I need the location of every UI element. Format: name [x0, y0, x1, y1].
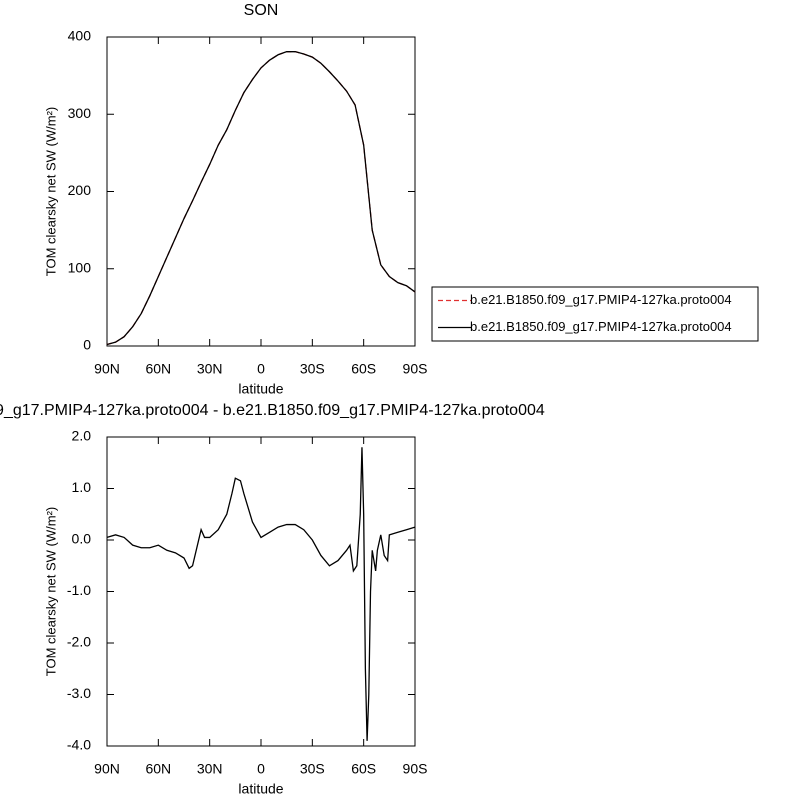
- y-tick-label: 0.0: [72, 531, 92, 547]
- x-axis-label: latitude: [238, 781, 283, 797]
- y-tick-label: -3.0: [67, 685, 91, 701]
- series-line: [106, 51, 416, 346]
- x-tick-label: 0: [257, 761, 265, 777]
- y-tick-label: 2.0: [72, 428, 92, 444]
- y-axis-label: TOM clearsky net SW (W/m²): [43, 507, 58, 676]
- x-tick-label: 90N: [94, 361, 120, 377]
- legend-box: [431, 286, 759, 342]
- x-tick-label: 90S: [403, 361, 428, 377]
- x-tick-label: 90N: [94, 761, 120, 777]
- x-axis-label: latitude: [238, 381, 283, 397]
- x-tick-label: 60N: [145, 761, 171, 777]
- legend-label: b.e21.B1850.f09_g17.PMIP4-127ka.proto004: [470, 319, 732, 334]
- chart-title: .f09_g17.PMIP4-127ka.proto004 - b.e21.B1…: [0, 402, 545, 419]
- x-tick-label: 60S: [351, 361, 376, 377]
- x-tick-label: 60N: [145, 361, 171, 377]
- x-tick-label: 90S: [403, 761, 428, 777]
- y-tick-label: 0: [83, 337, 91, 353]
- x-tick-label: 0: [257, 361, 265, 377]
- x-tick-label: 30S: [300, 761, 325, 777]
- y-tick-label: 100: [68, 259, 92, 275]
- x-tick-label: 30N: [197, 761, 223, 777]
- x-tick-label: 30S: [300, 361, 325, 377]
- y-axis-label: TOM clearsky net SW (W/m²): [43, 107, 58, 276]
- y-tick-label: 300: [68, 105, 92, 121]
- y-tick-label: 1.0: [72, 479, 92, 495]
- y-tick-label: -4.0: [67, 737, 91, 753]
- y-tick-label: 200: [68, 182, 92, 198]
- chart-title: SON: [244, 2, 279, 19]
- y-tick-label: -1.0: [67, 582, 91, 598]
- y-tick-label: -2.0: [67, 634, 91, 650]
- legend-label: b.e21.B1850.f09_g17.PMIP4-127ka.proto004: [470, 292, 732, 307]
- x-tick-label: 30N: [197, 361, 223, 377]
- y-tick-label: 400: [68, 28, 92, 44]
- series-line: [106, 447, 416, 741]
- x-tick-label: 60S: [351, 761, 376, 777]
